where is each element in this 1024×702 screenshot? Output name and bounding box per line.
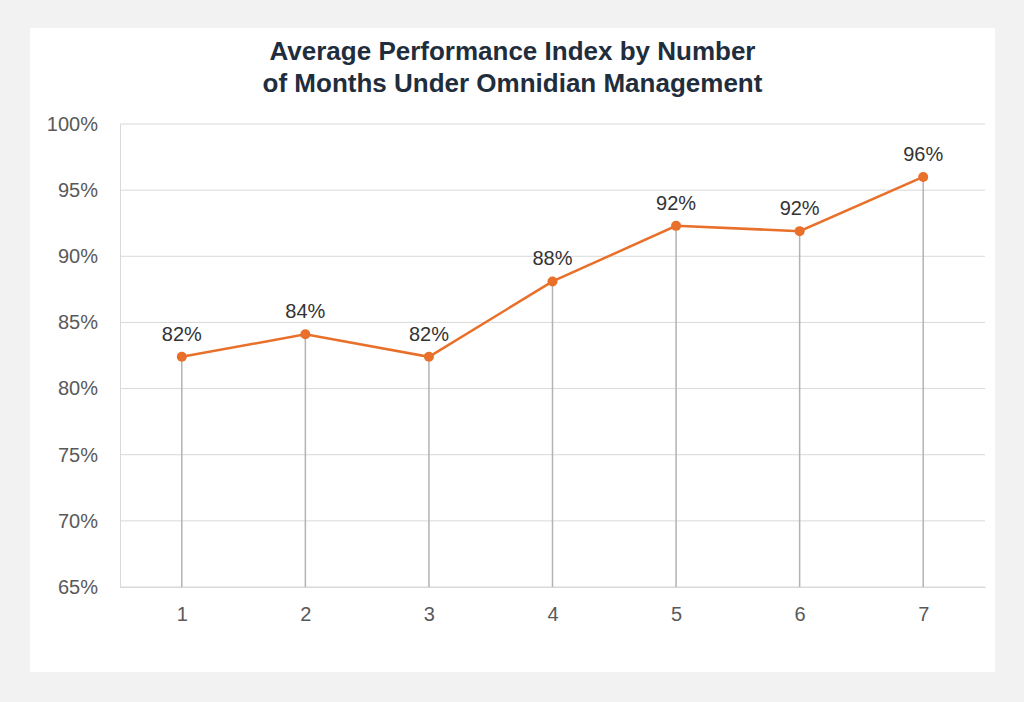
x-axis: 1 2 3 4 5 6 7 bbox=[121, 587, 986, 625]
tick-label: 95% bbox=[58, 179, 98, 201]
drop-line bbox=[181, 357, 183, 587]
data-label: 82% bbox=[162, 323, 202, 345]
tick: 1 bbox=[177, 587, 188, 625]
tick: 2 bbox=[300, 587, 311, 625]
panel bbox=[30, 28, 995, 672]
tick: 85% bbox=[58, 311, 120, 333]
tick-label: 90% bbox=[58, 245, 98, 267]
drop-line bbox=[799, 231, 801, 587]
point bbox=[918, 172, 928, 182]
data-label: 84% bbox=[285, 300, 325, 322]
drop-line bbox=[922, 177, 924, 587]
tick: 6 bbox=[795, 587, 806, 625]
tick-label: 100% bbox=[47, 113, 98, 135]
drop-line bbox=[675, 226, 677, 587]
tick: 80% bbox=[58, 377, 120, 399]
tick-label: 7 bbox=[918, 603, 929, 625]
drop-line bbox=[552, 281, 554, 587]
tick-label: 4 bbox=[547, 603, 558, 625]
data-label: 82% bbox=[409, 323, 449, 345]
tick-label: 75% bbox=[58, 444, 98, 466]
drop-line bbox=[305, 334, 307, 587]
y-axis: 65% 70% 75% 80% 85% 90% 95% 100% bbox=[47, 113, 121, 598]
tick-label: 85% bbox=[58, 311, 98, 333]
tick-label: 5 bbox=[671, 603, 682, 625]
drop-line bbox=[428, 357, 430, 587]
tick-label: 6 bbox=[795, 603, 806, 625]
tick: 70% bbox=[58, 510, 120, 532]
tick: 100% bbox=[47, 113, 120, 135]
point bbox=[548, 276, 558, 286]
tick: 4 bbox=[547, 587, 558, 625]
data-labels: 82% 84% 82% 88% 92% 92% 96% bbox=[162, 143, 944, 345]
point bbox=[177, 352, 187, 362]
tick-label: 70% bbox=[58, 510, 98, 532]
grid-line bbox=[120, 190, 985, 191]
chart: Average Performance Index by Numberof Mo… bbox=[0, 0, 1024, 702]
tick-label: 3 bbox=[424, 603, 435, 625]
grid-line bbox=[120, 124, 985, 125]
tick: 90% bbox=[58, 245, 120, 267]
tick-label: 1 bbox=[177, 603, 188, 625]
tick: 7 bbox=[918, 587, 929, 625]
point bbox=[795, 226, 805, 236]
data-label: 92% bbox=[780, 197, 820, 219]
data-label: 88% bbox=[532, 247, 572, 269]
axis-line bbox=[121, 587, 986, 588]
axis-line bbox=[120, 125, 121, 588]
data-label: 92% bbox=[656, 192, 696, 214]
line bbox=[182, 177, 923, 357]
plot-area bbox=[177, 172, 928, 587]
tick: 65% bbox=[58, 576, 120, 598]
tick-label: 80% bbox=[58, 377, 98, 399]
data-label: 96% bbox=[903, 143, 943, 165]
tick: 3 bbox=[424, 587, 435, 625]
point bbox=[300, 329, 310, 339]
point bbox=[424, 352, 434, 362]
tick-label: 65% bbox=[58, 576, 98, 598]
tick: 95% bbox=[58, 179, 120, 201]
grid bbox=[120, 124, 985, 587]
tick-label: 2 bbox=[300, 603, 311, 625]
title: Average Performance Index by Numberof Mo… bbox=[263, 36, 763, 98]
tick: 75% bbox=[58, 444, 120, 466]
point bbox=[671, 221, 681, 231]
tick: 5 bbox=[671, 587, 682, 625]
